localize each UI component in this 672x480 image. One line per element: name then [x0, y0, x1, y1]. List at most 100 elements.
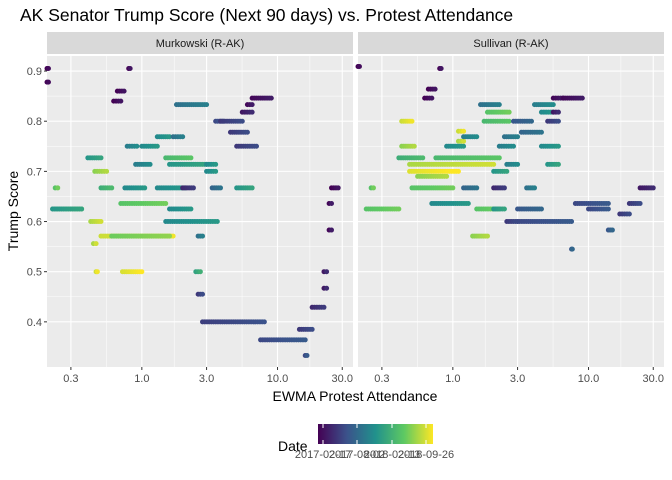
- data-point: [104, 168, 110, 174]
- data-point: [79, 206, 85, 212]
- data-point: [118, 98, 124, 104]
- data-point: [555, 118, 561, 124]
- y-tick-label: 0.6: [27, 217, 42, 229]
- data-point: [626, 211, 632, 217]
- x-tick-label: 10.0: [267, 373, 288, 385]
- data-point: [214, 219, 220, 225]
- data-point: [321, 304, 327, 310]
- data-point: [170, 233, 176, 239]
- data-point: [45, 79, 51, 85]
- strip-label: Sullivan (R-AK): [473, 38, 548, 50]
- y-tick-label: 0.7: [27, 166, 42, 178]
- data-point: [501, 206, 507, 212]
- data-point: [529, 118, 535, 124]
- data-point: [249, 109, 255, 115]
- data-point: [609, 227, 615, 233]
- data-point: [109, 185, 115, 191]
- data-point: [55, 185, 61, 191]
- data-point: [637, 200, 643, 206]
- y-tick-label: 0.5: [27, 267, 42, 279]
- data-point: [455, 168, 461, 174]
- data-point: [213, 168, 219, 174]
- data-point: [190, 185, 196, 191]
- data-point: [268, 95, 274, 101]
- data-point: [134, 143, 140, 149]
- panel-background: [358, 56, 664, 367]
- data-point: [309, 326, 315, 332]
- data-point: [532, 185, 538, 191]
- data-point: [188, 155, 194, 161]
- data-point: [411, 143, 417, 149]
- data-point: [555, 161, 561, 167]
- x-tick-label: 1.0: [134, 373, 149, 385]
- panel-murkowski: Murkowski (R-AK): [44, 32, 353, 367]
- data-point: [93, 241, 99, 247]
- data-point: [154, 143, 160, 149]
- data-point: [218, 185, 224, 191]
- data-point: [324, 285, 330, 291]
- data-point: [444, 173, 450, 179]
- data-point: [200, 233, 206, 239]
- legend-label: 2017-02-17: [295, 449, 351, 461]
- x-tick-label: 3.0: [199, 373, 214, 385]
- strip-label: Murkowski (R-AK): [156, 38, 245, 50]
- data-point: [213, 161, 219, 167]
- data-point: [496, 102, 502, 108]
- data-point: [438, 66, 444, 72]
- data-point: [496, 155, 502, 161]
- data-point: [538, 129, 544, 135]
- data-point: [121, 88, 127, 94]
- data-point: [515, 134, 521, 140]
- strip-background: [47, 32, 353, 54]
- legend-label: 2018-02-13: [364, 449, 420, 461]
- data-point: [461, 128, 467, 134]
- panel-sullivan: Sullivan (R-AK): [355, 32, 664, 367]
- data-point: [142, 185, 148, 191]
- data-point: [569, 246, 575, 252]
- data-point: [569, 219, 575, 225]
- legend: Date 2017-02-172017-08-022018-02-132018-…: [278, 424, 454, 461]
- data-point: [188, 206, 194, 212]
- data-point: [180, 134, 186, 140]
- x-tick-label: 0.3: [374, 373, 389, 385]
- x-tick-label: 10.0: [578, 373, 599, 385]
- data-point: [304, 352, 310, 358]
- data-point: [420, 155, 426, 161]
- data-point: [506, 118, 512, 124]
- data-point: [429, 95, 435, 101]
- data-point: [501, 185, 507, 191]
- data-point: [261, 319, 267, 325]
- data-point: [555, 143, 561, 149]
- data-point: [98, 219, 104, 225]
- data-point: [550, 102, 556, 108]
- data-point: [167, 134, 173, 140]
- data-point: [650, 185, 656, 191]
- data-point: [461, 138, 467, 144]
- data-point: [335, 185, 341, 191]
- data-point: [432, 86, 438, 92]
- data-point: [538, 206, 544, 212]
- x-tick-label: 3.0: [510, 373, 525, 385]
- data-point: [127, 66, 133, 72]
- data-point: [94, 269, 100, 275]
- data-point: [484, 233, 490, 239]
- data-point: [244, 129, 250, 135]
- data-point: [396, 206, 402, 212]
- data-point: [409, 118, 415, 124]
- data-point: [204, 102, 210, 108]
- x-axis-title: EWMA Protest Attendance: [273, 388, 438, 404]
- data-point: [474, 185, 480, 191]
- y-axis-title: Trump Score: [5, 171, 21, 252]
- data-point: [555, 109, 561, 115]
- legend-label: 2017-08-02: [329, 449, 385, 461]
- data-point: [139, 269, 145, 275]
- data-point: [511, 143, 517, 149]
- y-tick-label: 0.8: [27, 116, 42, 128]
- x-tick-label: 30.0: [332, 373, 353, 385]
- data-point: [461, 143, 467, 149]
- data-point: [197, 269, 203, 275]
- data-point: [465, 200, 471, 206]
- data-point: [329, 200, 335, 206]
- legend-title: Date: [278, 438, 308, 454]
